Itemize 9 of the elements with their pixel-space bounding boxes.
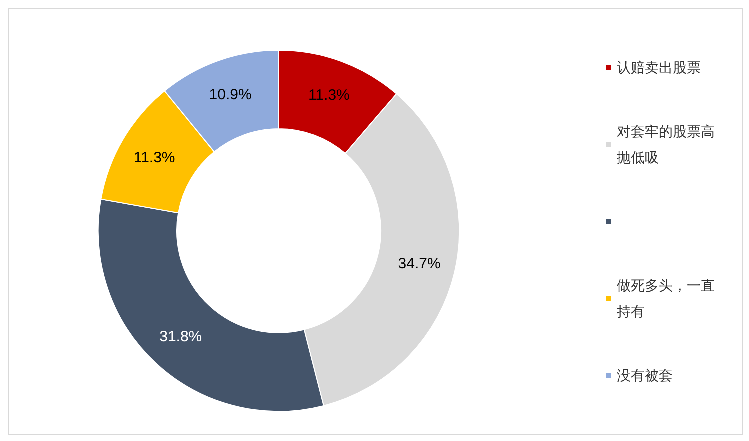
data-label: 31.8% xyxy=(160,328,202,346)
data-label: 34.7% xyxy=(398,255,441,272)
data-label: 11.3% xyxy=(134,149,176,166)
legend-label: 对套牢的股票高抛低吸 xyxy=(617,124,715,166)
legend-label: 认赔卖出股票 xyxy=(617,60,701,76)
data-label: 10.9% xyxy=(209,86,252,104)
legend-label: 没有被套 xyxy=(617,368,673,384)
data-label: 11.3% xyxy=(308,87,350,104)
legend-label: 做死多头，一直持有 xyxy=(617,278,715,320)
